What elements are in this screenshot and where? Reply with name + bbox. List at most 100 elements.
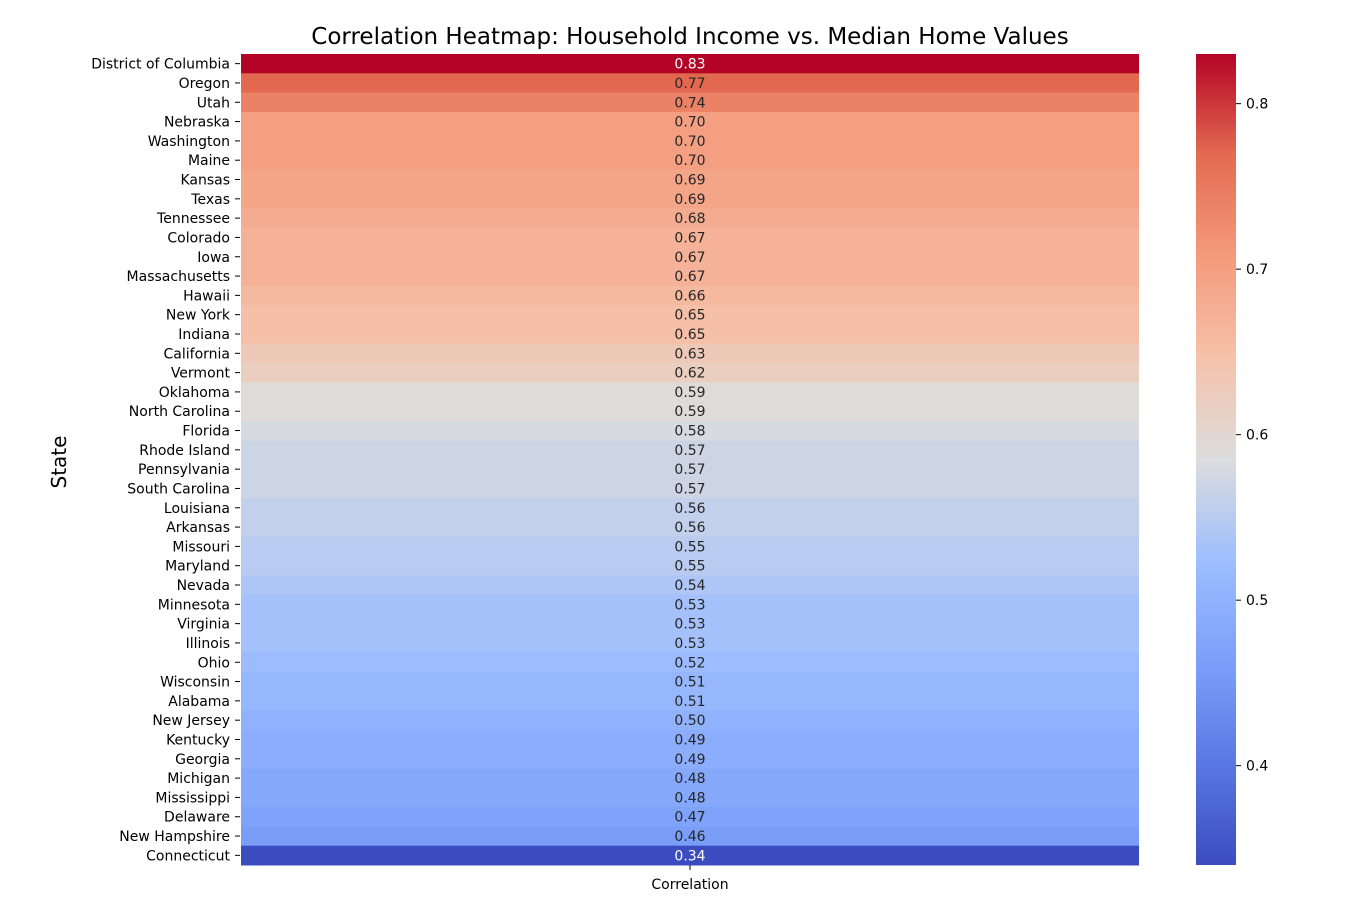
row-tick-label: Vermont <box>171 366 231 382</box>
cell-annotations: 0.83 0.77 0.74 0.70 0.70 0.70 0.69 0.69 0.68 0.67… <box>674 57 705 865</box>
colorbar <box>1196 54 1236 865</box>
row-tick-label: Florida <box>182 424 230 440</box>
cell-value-label: 0.70 <box>674 115 705 131</box>
heatmap-cell <box>241 691 1139 712</box>
heatmap-cell <box>241 247 1139 267</box>
cell-value-label: 0.51 <box>674 694 705 710</box>
row-tick-label: New York <box>166 308 231 324</box>
cell-value-label: 0.68 <box>674 211 705 227</box>
row-tick-label: Georgia <box>175 752 230 768</box>
row-tick-label: North Carolina <box>129 404 230 420</box>
colorbar-tick-label: 0.7 <box>1246 262 1268 278</box>
heatmap-cell <box>241 575 1139 596</box>
cell-value-label: 0.56 <box>674 501 705 517</box>
heatmap-cell <box>241 54 1139 74</box>
row-tick-label: Texas <box>190 192 230 208</box>
row-tick-label: Massachusetts <box>127 269 230 285</box>
heatmap-cell <box>241 401 1139 422</box>
heatmap-cell <box>241 749 1139 769</box>
row-tick-label: Nevada <box>177 578 230 594</box>
heatmap-cell <box>241 710 1139 731</box>
cell-value-label: 0.53 <box>674 617 705 633</box>
row-tick-label: Kansas <box>180 173 230 189</box>
cell-value-label: 0.55 <box>674 539 705 555</box>
column-tick-labels: Correlation <box>651 865 729 893</box>
cell-value-label: 0.53 <box>674 597 705 613</box>
heatmap-cell <box>241 440 1139 460</box>
heatmap-cell <box>241 807 1139 827</box>
cell-value-label: 0.48 <box>674 790 705 806</box>
heatmap-cell <box>241 594 1139 615</box>
cell-value-label: 0.57 <box>674 443 705 459</box>
colorbar-tick-label: 0.4 <box>1246 759 1268 775</box>
row-tick-label: Indiana <box>178 327 230 343</box>
cell-value-label: 0.49 <box>674 732 705 748</box>
row-tick-label: New Jersey <box>152 713 230 729</box>
row-tick-label: Kentucky <box>166 732 230 748</box>
cell-value-label: 0.48 <box>674 771 705 787</box>
colorbar-tick-label: 0.5 <box>1246 593 1268 609</box>
heatmap-cell <box>241 845 1139 866</box>
row-tick-label: Minnesota <box>158 597 230 613</box>
cell-value-label: 0.69 <box>674 173 705 189</box>
row-tick-label: South Carolina <box>127 481 230 497</box>
heatmap-cell <box>241 131 1139 152</box>
cell-value-label: 0.67 <box>674 250 705 266</box>
cell-value-label: 0.52 <box>674 655 705 671</box>
heatmap-cell <box>241 169 1139 190</box>
row-tick-label: Missouri <box>172 539 230 555</box>
cell-value-label: 0.58 <box>674 424 705 440</box>
cell-value-label: 0.74 <box>674 95 705 111</box>
cell-value-label: 0.62 <box>674 366 705 382</box>
row-tick-label: Maryland <box>165 559 230 575</box>
heatmap-cell <box>241 478 1139 499</box>
cell-value-label: 0.70 <box>674 134 705 150</box>
cell-value-label: 0.49 <box>674 752 705 768</box>
heatmap-cell <box>241 382 1139 403</box>
heatmap-cell <box>241 671 1139 692</box>
heatmap-cell <box>241 111 1139 132</box>
heatmap-cell <box>241 729 1139 750</box>
heatmap-cell <box>241 227 1139 248</box>
heatmap-cell <box>241 208 1139 229</box>
heatmap-cell <box>241 324 1139 345</box>
cell-value-label: 0.66 <box>674 288 705 304</box>
column-tick-label: Correlation <box>651 877 728 893</box>
row-tick-label: Ohio <box>198 655 230 671</box>
row-tick-label: Connecticut <box>146 848 230 864</box>
heatmap-cell <box>241 150 1139 171</box>
heatmap-cell <box>241 92 1139 113</box>
cell-value-label: 0.59 <box>674 385 705 401</box>
cell-value-label: 0.57 <box>674 481 705 497</box>
row-tick-label: Tennessee <box>156 211 230 227</box>
heatmap-cell <box>241 556 1139 576</box>
cell-value-label: 0.34 <box>674 848 705 864</box>
row-tick-label: Louisiana <box>164 501 230 517</box>
cell-value-label: 0.47 <box>674 810 705 826</box>
heatmap-cell <box>241 266 1139 287</box>
heatmap-cell <box>241 362 1139 383</box>
cell-value-label: 0.77 <box>674 76 705 92</box>
row-tick-label: Oregon <box>179 76 230 92</box>
heatmap-cell <box>241 189 1139 209</box>
heatmap-cell <box>241 498 1139 518</box>
row-tick-labels: District of Columbia Oregon Utah Nebraska Wa… <box>91 57 240 864</box>
row-tick-label: Wisconsin <box>160 675 230 691</box>
cell-value-label: 0.65 <box>674 308 705 324</box>
heatmap-cell <box>241 305 1139 325</box>
row-tick-label: Virginia <box>177 617 230 633</box>
cell-value-label: 0.59 <box>674 404 705 420</box>
row-tick-label: Utah <box>197 95 230 111</box>
row-tick-label: Alabama <box>168 694 230 710</box>
colorbar-tick-label: 0.8 <box>1246 97 1268 113</box>
row-tick-label: Iowa <box>197 250 230 266</box>
cell-value-label: 0.46 <box>674 829 705 845</box>
y-axis-label: State <box>47 436 71 489</box>
row-tick-label: Washington <box>148 134 230 150</box>
heatmap-cell <box>241 536 1139 557</box>
heatmap-cell <box>241 768 1139 789</box>
colorbar-tick-label: 0.6 <box>1246 428 1268 444</box>
cell-value-label: 0.50 <box>674 713 705 729</box>
cell-value-label: 0.67 <box>674 269 705 285</box>
